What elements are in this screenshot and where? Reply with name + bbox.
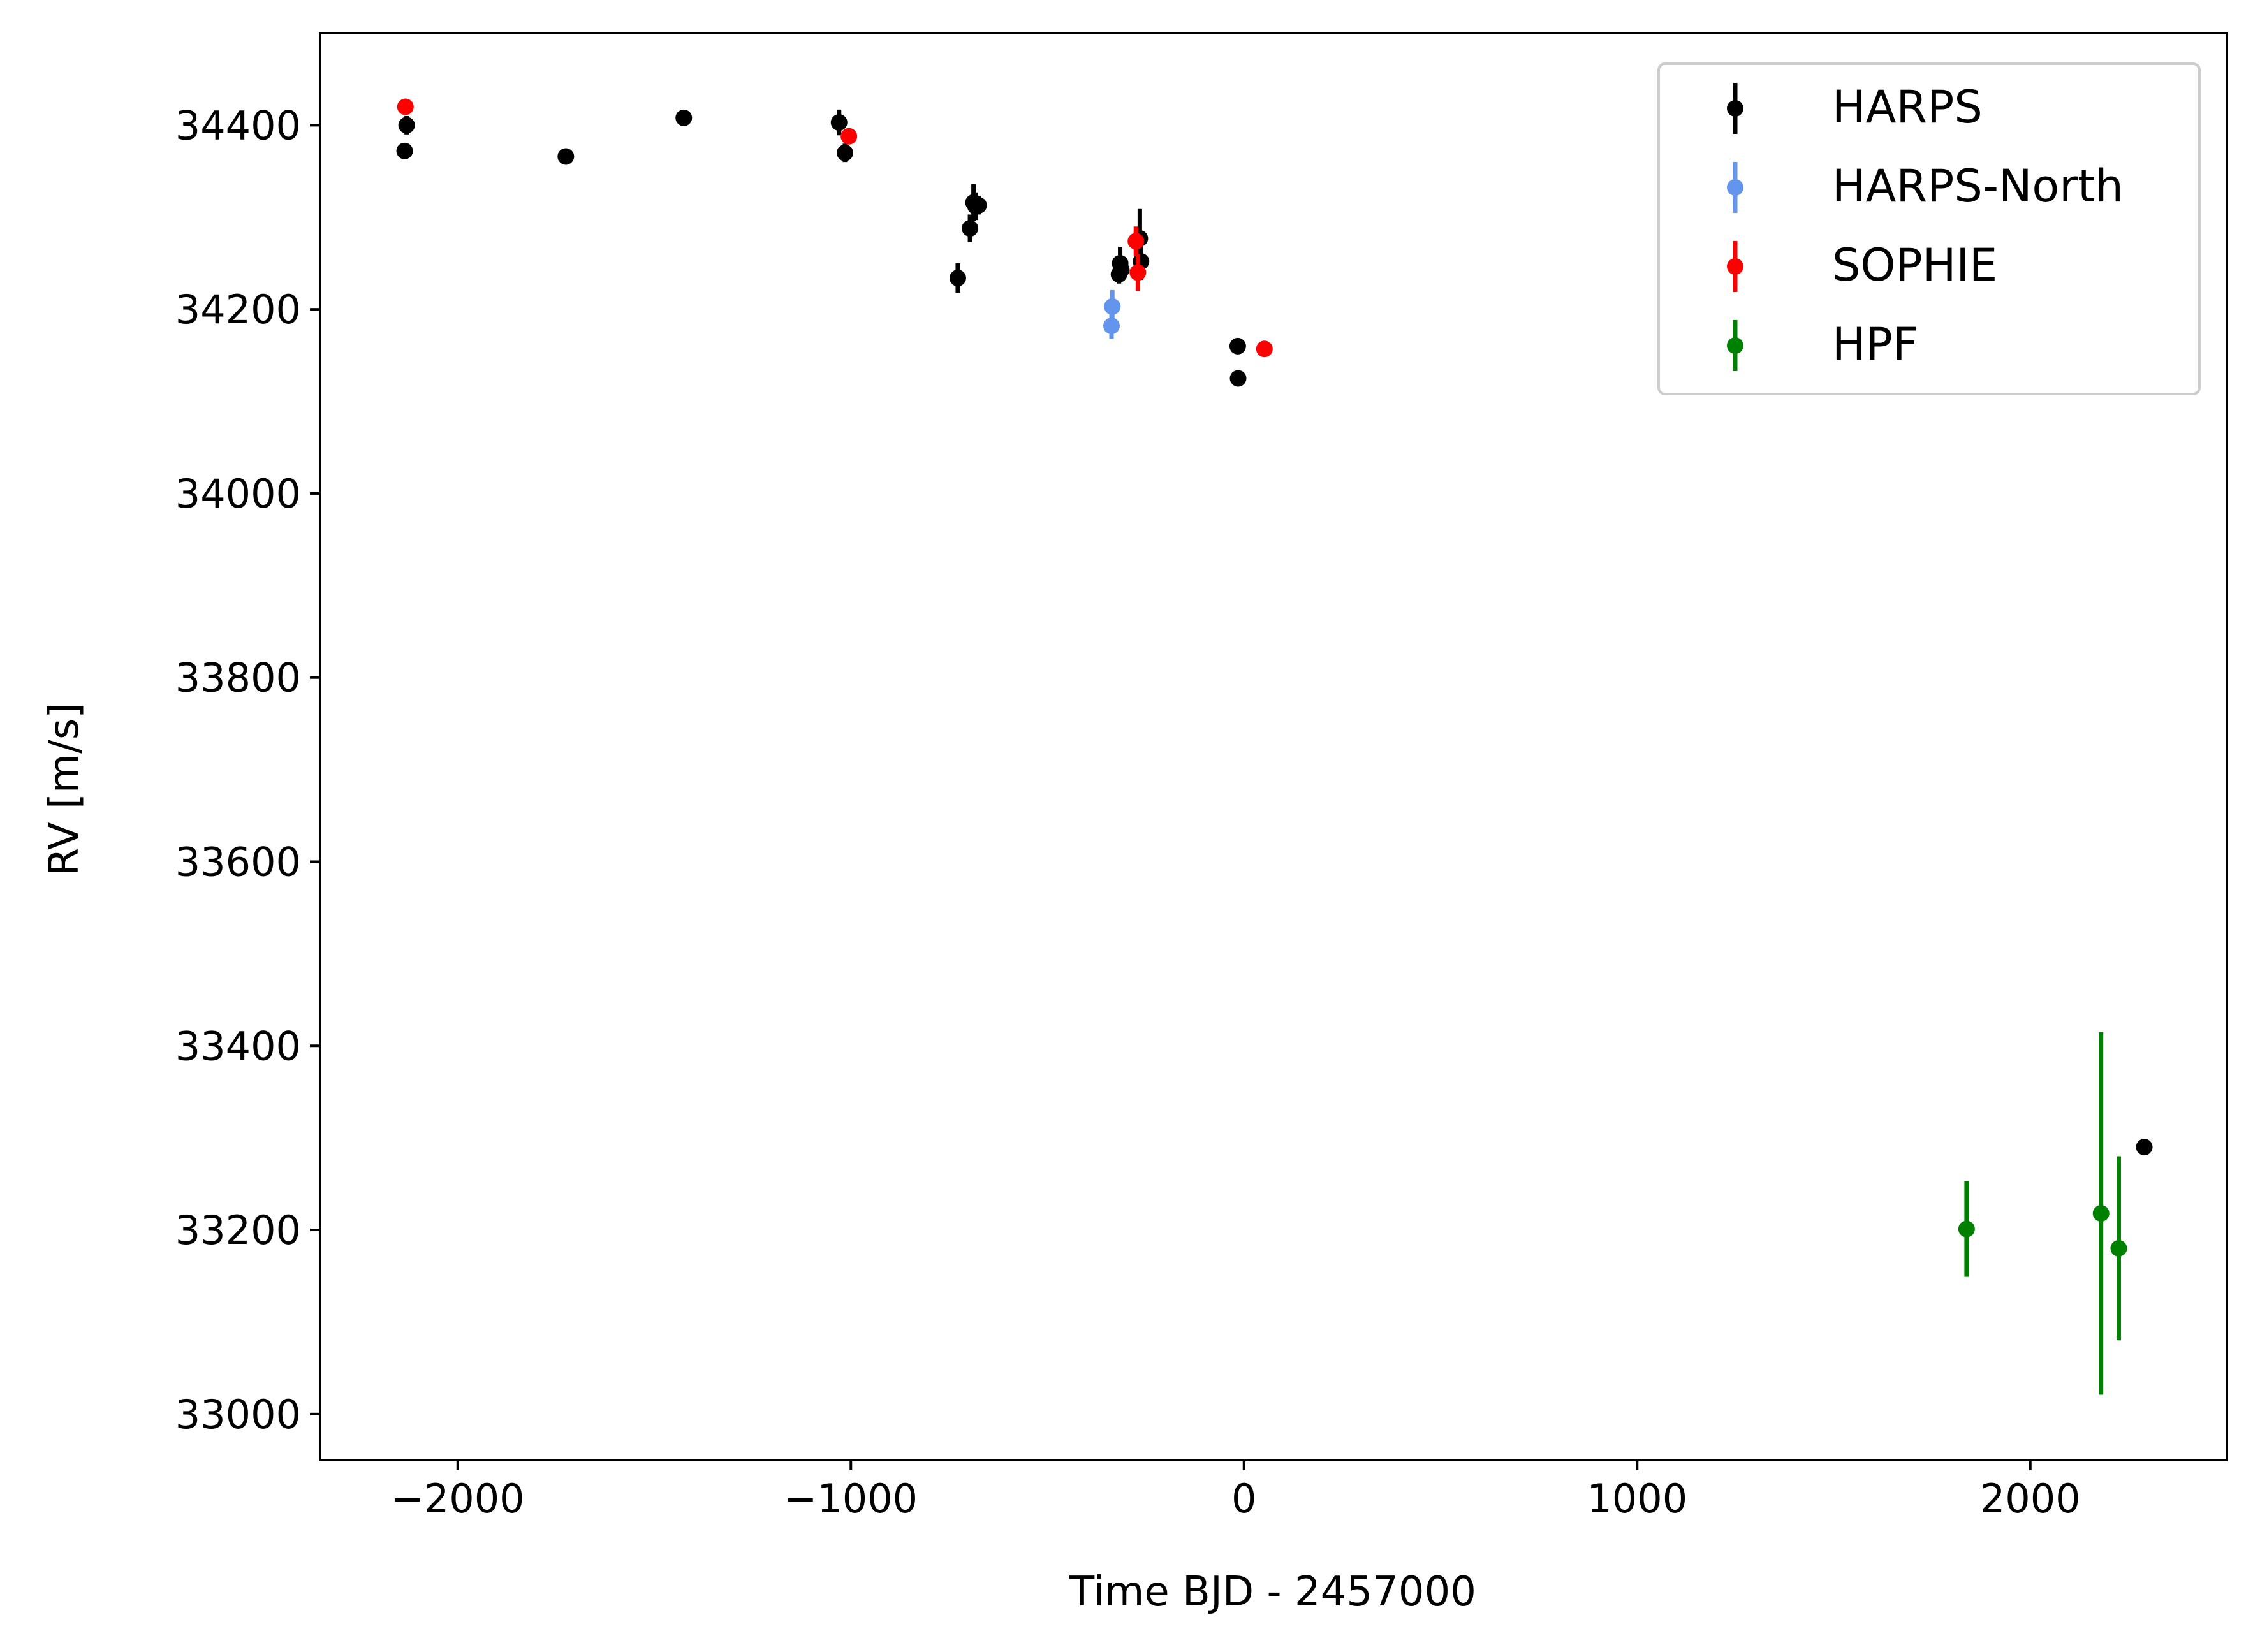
x-axis-label: Time BJD - 2457000 — [1069, 1568, 1476, 1616]
data-point — [1256, 340, 1273, 358]
legend-marker — [1727, 337, 1743, 354]
data-point — [398, 117, 415, 134]
data-point — [970, 197, 987, 214]
data-point — [1113, 261, 1130, 279]
data-point — [1958, 1220, 1975, 1238]
x-tick-label: 0 — [1231, 1475, 1256, 1522]
data-point — [557, 148, 575, 165]
data-point — [396, 142, 413, 159]
legend-marker — [1727, 258, 1743, 275]
x-tick-label: −1000 — [784, 1475, 918, 1522]
legend-box — [1657, 62, 2201, 395]
legend-label: HARPS-North — [1832, 160, 2124, 212]
y-tick-label: 33800 — [175, 655, 301, 701]
legend-label: HARPS — [1832, 81, 1983, 133]
data-point — [2136, 1139, 2153, 1156]
y-axis-label: RV [m/s] — [41, 703, 88, 876]
data-point — [1127, 233, 1145, 250]
data-point — [1104, 298, 1121, 315]
y-tick-label: 33000 — [175, 1391, 301, 1438]
data-point — [397, 98, 414, 115]
data-point — [1129, 264, 1147, 281]
data-point — [949, 270, 966, 287]
y-tick-label: 33200 — [175, 1207, 301, 1254]
series-harps-north — [1103, 289, 1121, 339]
x-tick-label: 2000 — [1980, 1475, 2081, 1522]
x-tick-label: −2000 — [391, 1475, 525, 1522]
y-tick-label: 33600 — [175, 838, 301, 885]
data-point — [675, 109, 693, 126]
y-tick-label: 34000 — [175, 471, 301, 517]
data-point — [1229, 337, 1246, 355]
y-tick-label: 34400 — [175, 102, 301, 149]
plot-area: −2000 −1000 0 1000 2000 33000 33200 33400 33600 3… — [175, 98, 2153, 1522]
y-tick-label: 34200 — [175, 286, 301, 333]
data-point — [1103, 318, 1120, 335]
data-point — [837, 144, 854, 161]
data-point — [2092, 1205, 2110, 1222]
series-sophie — [397, 98, 1273, 358]
legend: HARPS HARPS-North SOPHIE HPF — [1657, 62, 2201, 395]
legend-label: SOPHIE — [1832, 239, 1997, 291]
data-point — [1229, 370, 1247, 387]
legend-label: HPF — [1832, 318, 1918, 370]
data-point — [830, 114, 848, 131]
x-tick-label: 1000 — [1587, 1475, 1687, 1522]
y-tick-label: 33400 — [175, 1023, 301, 1069]
legend-marker — [1727, 100, 1743, 117]
data-point — [2110, 1239, 2127, 1257]
legend-marker — [1727, 179, 1743, 196]
data-point — [962, 220, 979, 237]
axes-frame — [319, 32, 2228, 1461]
data-point — [840, 128, 858, 145]
series-hpf — [1958, 1032, 2127, 1395]
